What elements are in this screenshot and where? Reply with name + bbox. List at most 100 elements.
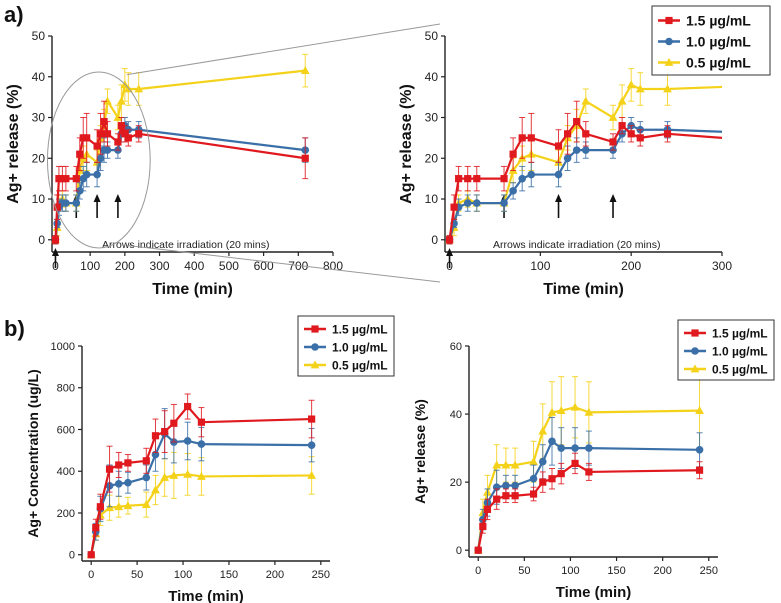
data-point (117, 122, 125, 130)
data-point (626, 80, 636, 89)
x-tick-label: 150 (220, 569, 238, 581)
y-tick-label: 0 (456, 545, 462, 557)
y-tick-label: 10 (32, 192, 46, 206)
data-point (582, 130, 590, 138)
legend-label: 1.5 µg/mL (332, 322, 388, 336)
data-point (609, 138, 617, 146)
data-point (617, 96, 627, 105)
data-point (472, 199, 481, 207)
data-point (563, 154, 572, 163)
data-point (557, 470, 565, 478)
y-tick-label: 600 (57, 424, 75, 436)
data-point (116, 96, 126, 105)
data-point (527, 134, 535, 142)
data-point (96, 130, 105, 138)
y-tick-label: 0 (38, 233, 45, 247)
data-point (169, 470, 179, 479)
data-point (636, 134, 644, 142)
y-tick-label: 0 (431, 233, 438, 247)
data-point (445, 236, 454, 244)
data-point (92, 524, 100, 532)
data-point (501, 460, 511, 469)
y-axis-title: Ag+ release (%) (398, 84, 415, 204)
data-point (581, 96, 591, 105)
data-point (618, 122, 626, 130)
data-point (502, 492, 510, 500)
data-point (483, 505, 492, 513)
data-point (554, 170, 563, 179)
data-point (474, 546, 482, 554)
data-point (100, 117, 108, 126)
x-tick-label: 100 (561, 565, 579, 577)
data-point (538, 457, 547, 466)
y-tick-label: 30 (425, 111, 439, 125)
data-point (197, 440, 206, 448)
data-point (527, 170, 536, 179)
data-point (308, 415, 316, 423)
zoom-indicator (46, 23, 441, 283)
data-point (197, 418, 206, 426)
x-axis-title: Time (min) (556, 584, 632, 601)
x-tick-label: 200 (266, 569, 284, 581)
irradiation-arrow-head (609, 194, 617, 202)
data-point (509, 150, 517, 158)
data-point (500, 199, 508, 207)
data-point (464, 175, 472, 183)
y-axis-title: Ag+ Concentration (ug/L) (25, 369, 41, 537)
y-tick-label: 0 (69, 550, 75, 562)
data-point (124, 478, 132, 487)
data-point (142, 473, 151, 482)
legend-label: 0.5 µg/mL (712, 362, 768, 376)
x-tick-label: 250 (700, 565, 718, 577)
data-point (548, 475, 556, 483)
series-square (87, 393, 316, 559)
data-point (695, 406, 704, 415)
data-point (121, 130, 129, 138)
x-tick-label: 50 (131, 569, 143, 581)
zoom-ellipse (46, 71, 151, 249)
data-point (142, 457, 150, 465)
x-tick-label: 200 (621, 259, 641, 273)
legend-label: 1.5 µg/mL (712, 326, 768, 340)
data-point (556, 406, 566, 415)
x-tick-label: 250 (312, 569, 330, 581)
chart-b-left: 0 50 100 150 200 250 0 200 400 600 800 1000 Time (mi… (25, 315, 395, 603)
data-point (571, 459, 579, 468)
data-point (151, 432, 160, 440)
data-point (114, 502, 124, 511)
series-triangle (445, 68, 723, 245)
series-line (54, 120, 306, 240)
series-line (54, 69, 306, 240)
x-tick-label: 100 (174, 569, 192, 581)
data-point (184, 402, 192, 411)
series-triangle (51, 53, 310, 245)
data-point (663, 130, 672, 138)
x-tick-label: 50 (518, 565, 530, 577)
data-point (103, 146, 112, 154)
legend-marker (311, 325, 319, 333)
data-point (455, 175, 463, 183)
y-tick-label: 50 (425, 29, 439, 43)
data-point (307, 470, 317, 479)
irradiation-arrow-head (93, 194, 101, 202)
data-point (529, 457, 538, 466)
data-point (581, 146, 590, 154)
x-tick-label: 0 (475, 565, 481, 577)
x-tick-label: 0 (88, 569, 94, 581)
data-point (62, 199, 70, 207)
data-point (113, 112, 123, 121)
data-point (103, 130, 112, 138)
data-point (539, 478, 547, 486)
x-tick-label: 600 (254, 259, 274, 273)
zoom-line-bottom (127, 244, 441, 283)
panel-b-label: b) (4, 316, 25, 341)
data-point (510, 460, 520, 469)
panel-a-label: a) (4, 2, 24, 27)
data-point (493, 495, 501, 503)
data-point (529, 490, 538, 498)
data-point (492, 460, 502, 469)
irradiation-arrow-head (114, 194, 122, 202)
legend-marker (665, 16, 673, 25)
data-point (51, 236, 60, 244)
